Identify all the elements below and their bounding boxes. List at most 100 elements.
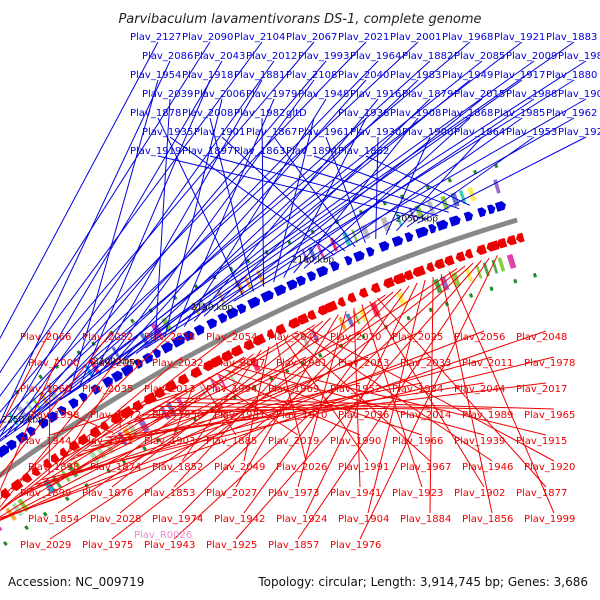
reverse-gene-label[interactable]: Plav_1990 [330, 436, 381, 447]
reverse-gene-label[interactable]: Plav_1975 [82, 540, 133, 551]
reverse-gene-label[interactable]: Plav_1967 [400, 462, 451, 473]
reverse-gene-label[interactable]: Plav_1978 [524, 358, 575, 369]
forward-gene-label[interactable]: Plav_2086 [142, 51, 193, 62]
reverse-gene-label[interactable]: Plav_2020 [330, 332, 381, 343]
reverse-gene-label[interactable]: Plav_2051 [90, 358, 141, 369]
reverse-gene-label[interactable]: Plav_1972 [90, 410, 141, 421]
forward-gene-label[interactable]: Plav_1862 [338, 146, 389, 157]
forward-gene-label[interactable]: Plav_1968 [442, 32, 493, 43]
forward-gene-label[interactable]: Plav_2008 [182, 108, 233, 119]
reverse-gene-label[interactable]: Plav_2045 [268, 332, 319, 343]
reverse-gene-label[interactable]: Plav_2025 [392, 332, 443, 343]
reverse-gene-label[interactable]: Plav_1974 [152, 514, 203, 525]
reverse-gene-label[interactable]: Plav_1925 [206, 540, 257, 551]
reverse-gene-label[interactable]: Plav_1939 [454, 436, 505, 447]
reverse-gene-label[interactable]: Plav_2032 [152, 358, 203, 369]
reverse-gene-label[interactable]: Plav_1874 [90, 462, 141, 473]
reverse-gene-label[interactable]: Plav_2013 [144, 384, 195, 395]
reverse-gene-label[interactable]: Plav_2026 [276, 462, 327, 473]
forward-gene-label[interactable]: Plav_1879 [402, 89, 453, 100]
reverse-gene-label[interactable]: Plav_1904 [338, 514, 389, 525]
reverse-gene-label[interactable]: Plav_1920 [524, 462, 575, 473]
forward-gene-label[interactable]: Plav_1883 [546, 32, 597, 43]
reverse-gene-label[interactable]: Plav_2054 [206, 332, 257, 343]
reverse-gene-label[interactable]: Plav_1946 [462, 462, 513, 473]
forward-gene-label[interactable]: Plav_2085 [454, 51, 505, 62]
forward-gene-label[interactable]: Plav_2015 [454, 89, 505, 100]
reverse-gene-label[interactable]: Plav_2028 [90, 514, 141, 525]
reverse-gene-label[interactable]: Plav_2036 [338, 410, 389, 421]
forward-gene-label[interactable]: Plav_2090 [182, 32, 233, 43]
forward-gene-label[interactable]: Plav_1936 [338, 108, 389, 119]
forward-gene-label[interactable]: Plav_1917 [494, 70, 545, 81]
forward-gene-label[interactable]: Plav_1961 [298, 127, 349, 138]
reverse-gene-label[interactable]: Plav_1999 [524, 514, 575, 525]
forward-gene-label[interactable]: Plav_1921 [494, 32, 545, 43]
reverse-gene-label[interactable]: Plav_1966 [392, 436, 443, 447]
reverse-gene-label[interactable]: Plav_2049 [214, 462, 265, 473]
forward-gene-label[interactable]: Plav_1982 [234, 108, 285, 119]
forward-gene-label[interactable]: Plav_2127 [130, 32, 181, 43]
forward-gene-label[interactable]: Plav_2021 [338, 32, 389, 43]
reverse-gene-label[interactable]: Plav_1969 [268, 384, 319, 395]
reverse-gene-label[interactable]: Plav_1973 [268, 488, 319, 499]
forward-gene-label[interactable]: Plav_2043 [194, 51, 245, 62]
reverse-gene-label[interactable]: Plav_2011 [462, 358, 513, 369]
forward-gene-label[interactable]: Plav_2006 [194, 89, 245, 100]
reverse-gene-label[interactable]: Plav_1994 [206, 384, 257, 395]
forward-gene-label[interactable]: Plav_1897 [182, 146, 233, 157]
forward-gene-label[interactable]: Plav_2040 [338, 70, 389, 81]
reverse-gene-label[interactable]: Plav_1876 [82, 488, 133, 499]
reverse-gene-label[interactable]: Plav_1998 [28, 410, 79, 421]
reverse-gene-label[interactable]: Plav_1885 [206, 436, 257, 447]
reverse-gene-label[interactable]: Plav_1924 [276, 514, 327, 525]
reverse-gene-label[interactable]: Plav_2007 [214, 358, 265, 369]
reverse-gene-label[interactable]: Plav_1903 [144, 436, 195, 447]
forward-gene-label[interactable]: Plav_1868 [442, 108, 493, 119]
reverse-gene-label[interactable]: Plav_1941 [330, 488, 381, 499]
reverse-gene-label[interactable]: Plav_2000 [28, 358, 79, 369]
forward-gene-label[interactable]: Plav_1908 [390, 108, 441, 119]
reverse-gene-label[interactable]: Plav_2052 [82, 332, 133, 343]
reverse-gene-label[interactable]: Plav_1922 [82, 436, 133, 447]
forward-gene-label[interactable]: Plav_1962 [546, 108, 597, 119]
forward-gene-label[interactable]: Plav_1930 [350, 127, 401, 138]
forward-gene-label[interactable]: Plav_2039 [142, 89, 193, 100]
forward-gene-label[interactable]: Plav_1881 [234, 70, 285, 81]
forward-gene-label[interactable]: Plav_1993 [298, 51, 349, 62]
forward-gene-label[interactable]: Plav_1880 [546, 70, 597, 81]
reverse-gene-label[interactable]: Plav_2035 [82, 384, 133, 395]
forward-gene-label[interactable]: Plav_1878 [130, 108, 181, 119]
reverse-gene-label[interactable]: Plav_2033 [400, 358, 451, 369]
forward-gene-label[interactable]: Plav_1983 [390, 70, 441, 81]
rna-gene-label[interactable]: Plav_R0026 [134, 530, 192, 541]
reverse-gene-label[interactable]: Plav_1902 [454, 488, 505, 499]
forward-gene-label[interactable]: Plav_1984 [558, 51, 600, 62]
forward-gene-label[interactable]: Plav_1988 [506, 89, 557, 100]
forward-gene-label[interactable]: Plav_1882 [402, 51, 453, 62]
forward-gene-label[interactable]: Plav_1894 [286, 146, 337, 157]
reverse-gene-label[interactable]: Plav_1856 [462, 514, 513, 525]
forward-gene-label[interactable]: Plav_1863 [234, 146, 285, 157]
forward-gene-label[interactable]: Plav_1985 [494, 108, 545, 119]
reverse-gene-label[interactable]: Plav_1950 [152, 410, 203, 421]
forward-gene-label[interactable]: Plav_1964 [350, 51, 401, 62]
reverse-gene-label[interactable]: Plav_1942 [214, 514, 265, 525]
reverse-gene-label[interactable]: Plav_1965 [524, 410, 575, 421]
forward-gene-label[interactable]: Plav_1949 [442, 70, 493, 81]
forward-gene-label[interactable]: Plav_1900 [402, 127, 453, 138]
reverse-gene-label[interactable]: Plav_1915 [516, 436, 567, 447]
forward-gene-label[interactable]: Plav_2009 [506, 51, 557, 62]
forward-gene-label[interactable]: Plav_1918 [182, 70, 233, 81]
forward-gene-label[interactable]: Plav_1901 [194, 127, 245, 138]
reverse-gene-label[interactable]: Plav_2066 [20, 332, 71, 343]
reverse-gene-label[interactable]: Plav_1989 [462, 410, 513, 421]
reverse-gene-label[interactable]: Plav_1857 [268, 540, 319, 551]
reverse-gene-label[interactable]: Plav_1944 [20, 436, 71, 447]
reverse-gene-label[interactable]: Plav_2014 [400, 410, 451, 421]
forward-gene-label[interactable]: Plav_2104 [234, 32, 285, 43]
forward-gene-label[interactable]: Plav_2001 [390, 32, 441, 43]
reverse-gene-label[interactable]: Plav_2019 [268, 436, 319, 447]
reverse-gene-label[interactable]: Plav_1931 [214, 410, 265, 421]
reverse-gene-label[interactable]: Plav_1952 [330, 384, 381, 395]
